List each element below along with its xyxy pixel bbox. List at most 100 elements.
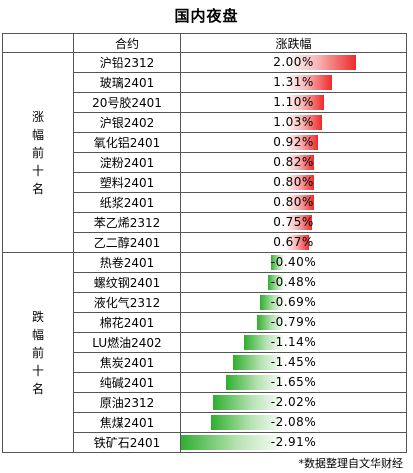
change-cell: 0.82% (180, 152, 407, 173)
section-top-gainers: 涨幅前十名 (2, 52, 74, 253)
contract-name: 焦炭2401 (73, 352, 181, 373)
change-cell: -2.08% (180, 412, 407, 433)
gain-bar (285, 115, 322, 130)
gain-bar (285, 135, 318, 150)
table-row: 纸浆2401 0.80% (3, 192, 407, 213)
change-cell: 1.31% (180, 72, 407, 93)
change-value-label: 0.82% (273, 155, 314, 169)
contract-name: 纯碱2401 (73, 372, 181, 393)
change-value-label: 0.92% (273, 135, 314, 149)
change-cell: 0.92% (180, 132, 407, 153)
gain-bar (285, 195, 314, 210)
contract-name: LU燃油2402 (73, 332, 181, 353)
gain-bar (285, 175, 314, 190)
contract-name: 玻璃2401 (73, 72, 181, 93)
change-cell: 0.80% (180, 192, 407, 213)
change-column-header: 涨跌幅 (180, 33, 407, 53)
table-row: 纯碱2401 -1.65% (3, 372, 407, 393)
change-cell: -0.48% (180, 272, 407, 293)
loss-bar (260, 295, 285, 310)
section-header-cell (2, 33, 74, 53)
change-value-label: 0.75% (273, 215, 314, 229)
loss-bar (268, 275, 285, 290)
change-cell: -0.69% (180, 292, 407, 313)
gain-bar (285, 235, 309, 250)
change-cell: -2.02% (180, 392, 407, 413)
table-row: 铁矿石2401 -2.91% (3, 432, 407, 453)
change-value-label: -0.69% (270, 295, 317, 309)
table-body: 涨幅前十名 沪铅2312 2.00% 玻璃2401 1.31% 20号胶2401 1.10%… (2, 52, 407, 453)
table-row: 跌幅前十名 热卷2401 -0.40% (2, 252, 407, 453)
change-value-label: 1.03% (273, 115, 314, 129)
contract-name: 20号胶2401 (73, 92, 181, 113)
loss-bar (257, 315, 285, 330)
source-note: *数据整理自文华财经 (298, 457, 404, 470)
gain-bar (285, 155, 314, 170)
table-row: 乙二醇2401 0.67% (3, 232, 407, 253)
table-row: 氧化铝2401 0.92% (3, 132, 407, 153)
change-value-label: 0.80% (273, 175, 314, 189)
contract-name: 沪铅2312 (73, 52, 181, 73)
change-value-label: -1.65% (270, 375, 317, 389)
loss-bar (213, 395, 285, 410)
loss-bar (226, 375, 285, 390)
change-cell: -1.65% (180, 372, 407, 393)
change-value-label: 0.80% (273, 195, 314, 209)
section-label: 跌幅前十名 (31, 309, 44, 396)
contract-name: 液化气2312 (73, 292, 181, 313)
contract-name: 螺纹钢2401 (73, 272, 181, 293)
contract-name: 棉花2401 (73, 312, 181, 333)
change-value-label: 0.67% (273, 235, 314, 249)
contract-name: 原油2312 (73, 392, 181, 413)
change-value-label: -2.02% (270, 395, 317, 409)
contract-name: 焦煤2401 (73, 412, 181, 433)
table-row: 玻璃2401 1.31% (3, 72, 407, 93)
gain-bar (285, 215, 312, 230)
contract-column-header: 合约 (73, 33, 181, 53)
contract-name: 沪银2402 (73, 112, 181, 133)
change-value-label: -0.40% (270, 255, 317, 269)
loss-bar (233, 355, 285, 370)
change-value-label: -1.45% (270, 355, 317, 369)
gain-bar (285, 55, 356, 70)
change-cell: 1.03% (180, 112, 407, 133)
change-cell: 1.10% (180, 92, 407, 113)
table-row: 涨幅前十名 沪铅2312 2.00% (2, 52, 407, 253)
loss-bar (244, 335, 285, 350)
change-cell: -2.91% (180, 432, 407, 453)
change-value-label: 1.31% (273, 75, 314, 89)
change-value-label: -1.14% (270, 335, 317, 349)
change-cell: -0.40% (180, 252, 407, 273)
loss-bar (271, 255, 285, 270)
change-value-label: -2.91% (270, 435, 317, 449)
table-row: 棉花2401 -0.79% (3, 312, 407, 333)
change-cell: 0.75% (180, 212, 407, 233)
change-value-label: -0.48% (270, 275, 317, 289)
table-row: 塑料2401 0.80% (3, 172, 407, 193)
contract-name: 塑料2401 (73, 172, 181, 193)
chart-title: 国内夜盘 (174, 7, 239, 25)
change-value-label: 1.10% (273, 95, 314, 109)
change-cell: -1.14% (180, 332, 407, 353)
contract-name: 淀粉2401 (73, 152, 181, 173)
loss-bar (181, 435, 285, 450)
section-label: 涨幅前十名 (31, 109, 44, 196)
contract-name: 氧化铝2401 (73, 132, 181, 153)
night-session-table: 合约 涨跌幅 涨幅前十名 沪铅2312 2.00% 玻璃2401 1.31% 20号胶24… (2, 33, 407, 453)
change-value-label: 2.00% (273, 55, 314, 69)
contract-name: 乙二醇2401 (73, 232, 181, 253)
contract-name: 热卷2401 (73, 252, 181, 273)
gain-bar (285, 95, 324, 110)
change-cell: -0.79% (180, 312, 407, 333)
contract-name: 纸浆2401 (73, 192, 181, 213)
section-top-losers: 跌幅前十名 (2, 252, 74, 453)
table-row: 淀粉2401 0.82% (3, 152, 407, 173)
loss-bar (211, 415, 285, 430)
table-row: 焦煤2401 -2.08% (3, 412, 407, 433)
change-cell: 2.00% (180, 52, 407, 73)
change-cell: 0.67% (180, 232, 407, 253)
change-cell: 0.80% (180, 172, 407, 193)
change-value-label: -0.79% (270, 315, 317, 329)
table-header-row: 合约 涨跌幅 (2, 33, 407, 53)
contract-name: 苯乙烯2312 (73, 212, 181, 233)
